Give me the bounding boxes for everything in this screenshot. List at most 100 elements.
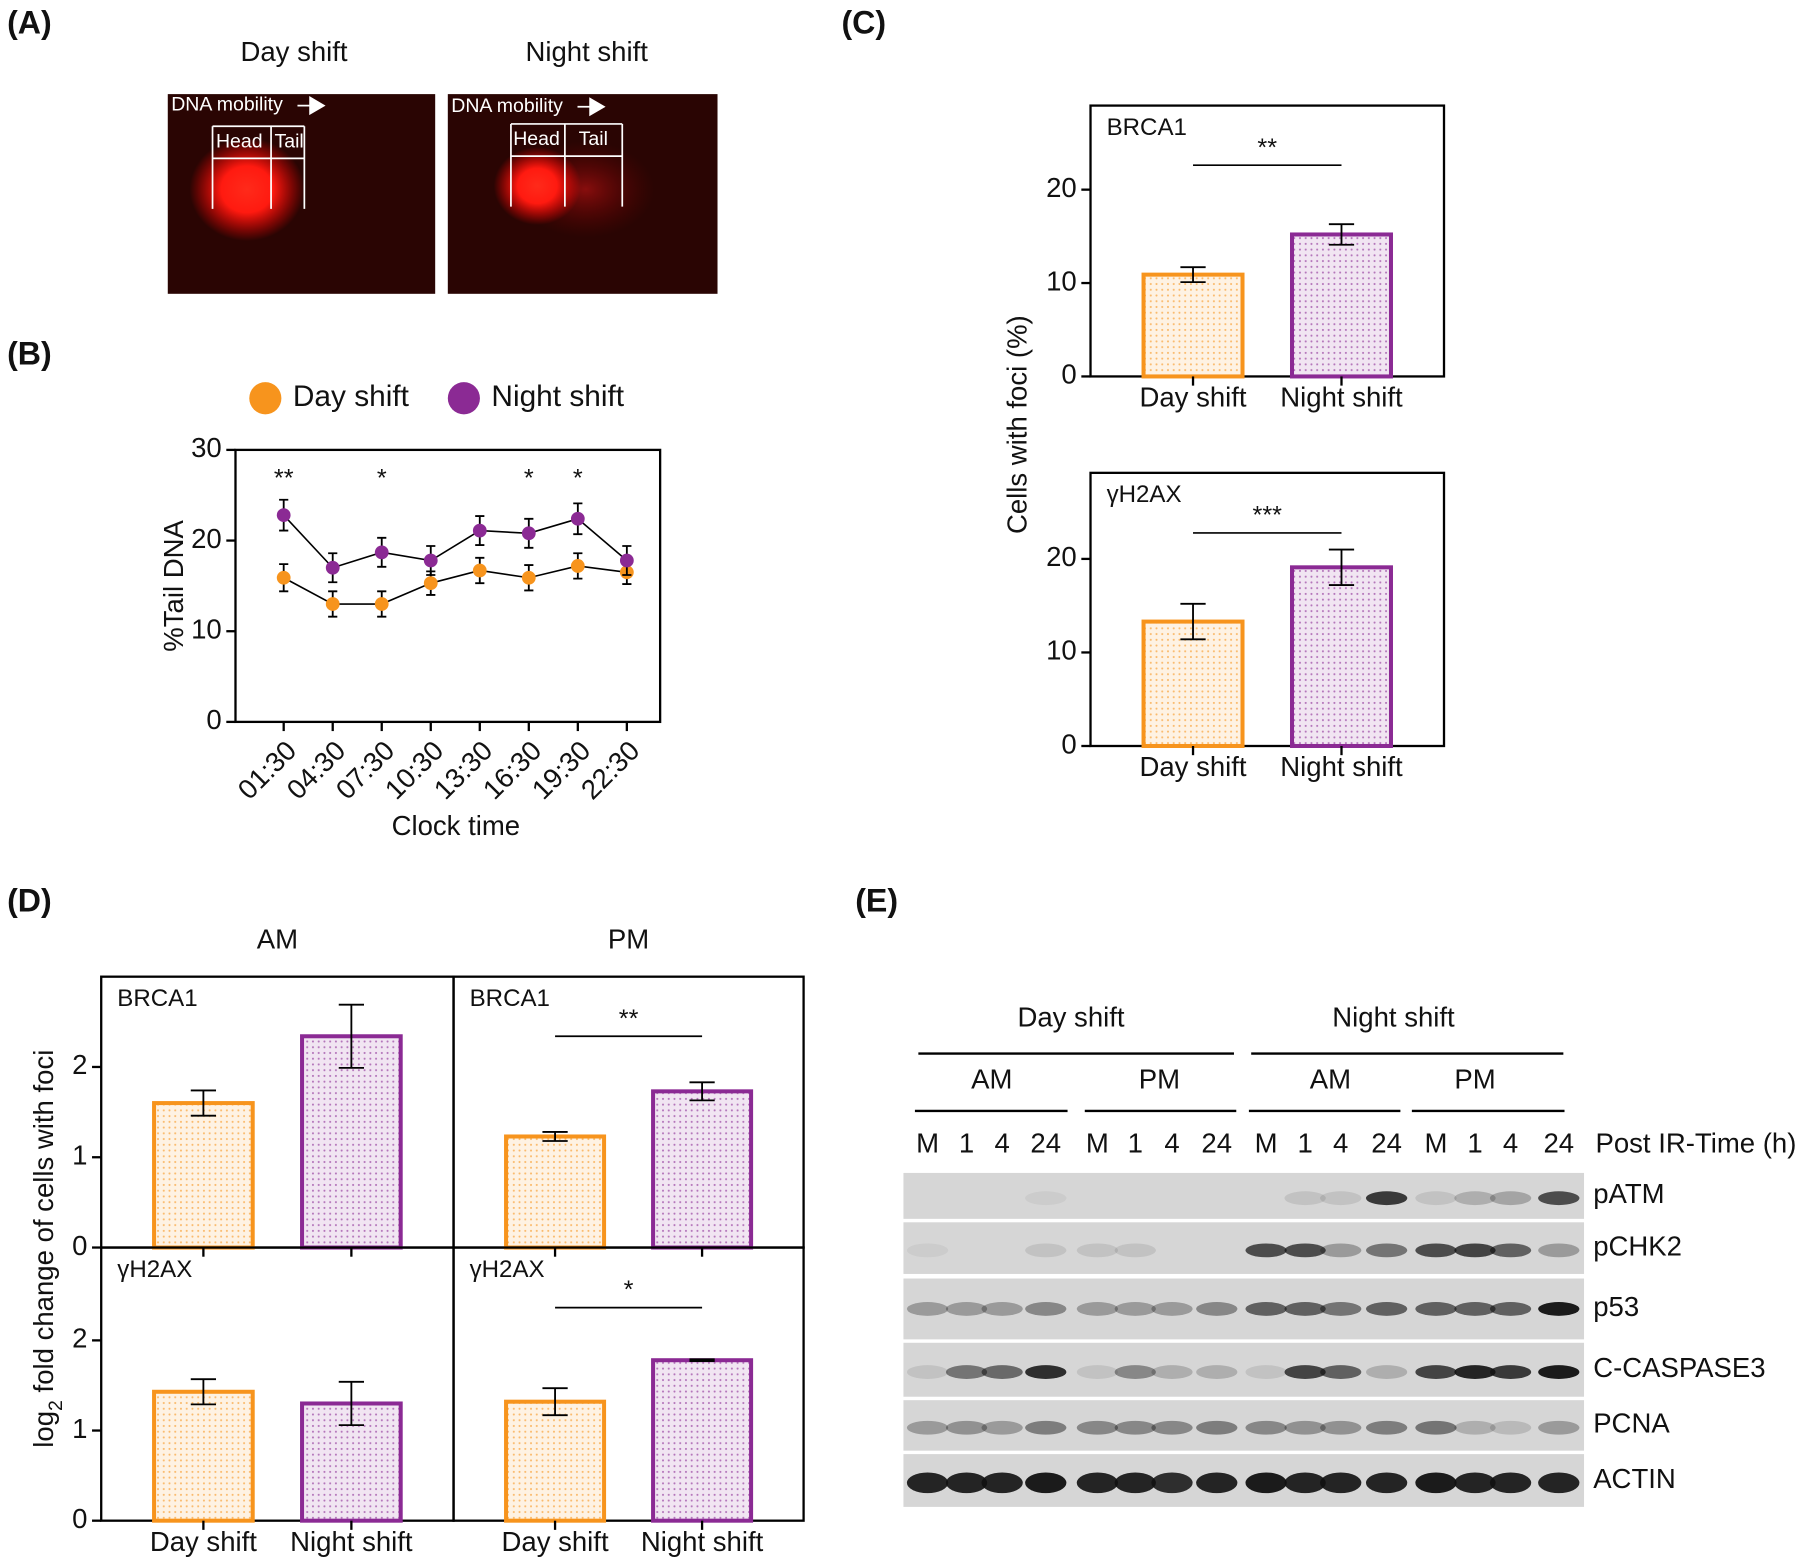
lane-label: 1 (959, 1128, 974, 1159)
blot-band (1489, 1420, 1532, 1435)
blot-band (1245, 1365, 1287, 1379)
y-tick-label: 0 (1061, 359, 1076, 390)
significance: * (573, 464, 583, 492)
blot-band (1151, 1365, 1193, 1379)
blot-band (946, 1244, 987, 1258)
significance: ** (274, 464, 294, 492)
blot-band (1415, 1243, 1457, 1258)
x-tick-label: Day shift (1139, 751, 1246, 782)
lane-label: 24 (1543, 1128, 1574, 1159)
y-tick-label: 1 (72, 1413, 87, 1444)
blot-band (1365, 1365, 1408, 1379)
blot-band (1320, 1302, 1362, 1316)
x-tick-label: Day shift (150, 1526, 257, 1557)
significance: * (624, 1276, 634, 1304)
blot-band (1076, 1302, 1119, 1316)
protein-label: PCNA (1593, 1408, 1670, 1439)
blot-band (1196, 1472, 1238, 1494)
comet-mobility: DNA mobility (451, 95, 563, 117)
x-tick-label: Night shift (1280, 751, 1403, 782)
blot-band (1454, 1365, 1496, 1379)
protein-label: ACTIN (1593, 1463, 1676, 1494)
x-tick-label: 22:30 (575, 735, 646, 806)
point (472, 523, 487, 538)
comet-guides (211, 96, 624, 209)
blot-strip (903, 1400, 1585, 1451)
comet-title: Day shift (240, 36, 347, 67)
panel-label: (A) (7, 5, 52, 41)
group-label: Night shift (1332, 1001, 1455, 1032)
significance: *** (1253, 502, 1283, 530)
blot-band (1025, 1365, 1067, 1379)
column-title: AM (257, 923, 298, 954)
panel-title: BRCA1 (117, 985, 197, 1012)
point (570, 559, 585, 573)
x-tick-label: Day shift (502, 1526, 609, 1557)
x-tick-label: Night shift (1280, 382, 1403, 413)
blot-band (906, 1302, 949, 1316)
x-tick-label: Night shift (641, 1526, 764, 1557)
blot-band (1415, 1365, 1457, 1379)
blot-band (1454, 1302, 1496, 1316)
protein-label: pATM (1593, 1178, 1664, 1209)
blot-band (981, 1244, 1022, 1258)
error-bar (689, 1081, 715, 1102)
y-tick-label: 1 (72, 1140, 87, 1171)
point (276, 508, 291, 523)
lane-label: 1 (1128, 1128, 1143, 1159)
blot-band (945, 1420, 988, 1435)
panel-label: (C) (841, 5, 886, 41)
blot-band (1538, 1302, 1580, 1316)
blot-band (1077, 1191, 1118, 1205)
blot-band (1114, 1243, 1156, 1258)
error-bar (338, 1003, 364, 1069)
protein-label: pCHK2 (1593, 1230, 1682, 1261)
y-tick-label: 0 (72, 1230, 87, 1261)
blot-band (907, 1191, 948, 1205)
blot-band (1114, 1302, 1156, 1316)
significance: * (524, 464, 534, 492)
lane-label: 4 (1333, 1128, 1348, 1159)
error-bar (1180, 266, 1206, 284)
blot-band (906, 1243, 949, 1258)
group-label: Day shift (1017, 1001, 1124, 1032)
y-tick-label: 30 (191, 432, 222, 463)
plot-frame (452, 1246, 805, 1522)
bar (651, 1089, 754, 1250)
comet-head (189, 137, 305, 242)
x-tick-label: Day shift (1139, 382, 1246, 413)
blot-band (1538, 1191, 1580, 1206)
error-bar (1180, 602, 1206, 641)
point (276, 570, 291, 585)
error-bar (542, 1387, 568, 1417)
blot-band (1114, 1365, 1156, 1379)
blot-band (981, 1420, 1023, 1435)
blot-band (1320, 1420, 1362, 1435)
blot-band (1320, 1365, 1362, 1379)
panel-title: γH2AX (1107, 481, 1182, 508)
blot-band (1115, 1191, 1156, 1205)
blot-band (1284, 1191, 1326, 1206)
blot-band (1025, 1472, 1067, 1494)
panel-title: BRCA1 (470, 985, 550, 1012)
blot-band (1114, 1472, 1156, 1494)
blot-band (1538, 1243, 1580, 1258)
blot-band (1151, 1472, 1193, 1494)
panel-title: γH2AX (470, 1256, 545, 1283)
point (374, 545, 389, 560)
blot-band (981, 1191, 1022, 1205)
error-bar (1328, 548, 1355, 587)
blot-band (1025, 1420, 1067, 1435)
blot-band (1245, 1243, 1287, 1258)
time-label: PM (1454, 1063, 1495, 1094)
bar (1289, 232, 1393, 379)
y-axis-label-part: log (28, 1411, 59, 1448)
blot-band (1151, 1244, 1192, 1258)
lane-label: 4 (1503, 1128, 1518, 1159)
y-tick-label: 0 (206, 704, 221, 735)
blot-band (1196, 1244, 1237, 1258)
point (521, 570, 536, 585)
x-axis-label: Clock time (392, 810, 521, 841)
blot-band (1489, 1302, 1532, 1316)
